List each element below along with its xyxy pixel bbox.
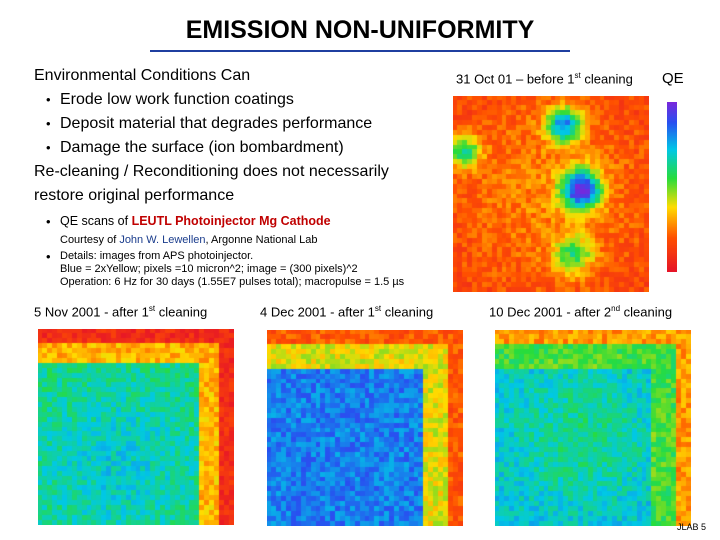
courtesy-suffix: , Argonne National Lab — [205, 234, 318, 246]
oct-caption: 31 Oct 01 – before 1st cleaning — [456, 71, 633, 87]
recleaning-line-2: restore original performance — [34, 187, 235, 204]
nov-qe-scan-image — [38, 329, 234, 525]
courtesy-name: John W. Lewellen — [119, 234, 206, 246]
qe-colorbar — [667, 102, 677, 272]
qe-scans-prefix: QE scans of — [60, 214, 132, 228]
bullet-item: Deposit material that degrades performan… — [34, 112, 454, 136]
nov-caption: 5 Nov 2001 - after 1st cleaning — [34, 304, 208, 320]
recleaning-line-1: Re-cleaning / Reconditioning does not ne… — [34, 163, 389, 180]
qe-scans-bullet: QE scans of LEUTL Photoinjector Mg Catho… — [34, 214, 480, 229]
bullet-item: Damage the surface (ion bombardment) — [34, 136, 454, 160]
dec10-qe-scan-image — [495, 330, 691, 526]
dec4-caption: 4 Dec 2001 - after 1st cleaning — [260, 304, 434, 320]
bullet-item: Erode low work function coatings — [34, 88, 454, 112]
details-block: Details: images from APS photoinjector. … — [34, 250, 474, 289]
title-underline — [150, 50, 570, 52]
slide-footer: JLAB 5 — [676, 522, 706, 532]
qe-label: QE — [662, 70, 684, 87]
dec4-qe-scan-image — [267, 330, 463, 526]
oct-qe-scan-image — [453, 96, 649, 292]
courtesy-line: Courtesy of John W. Lewellen, Argonne Na… — [60, 234, 480, 247]
qe-scans-highlight: LEUTL Photoinjector Mg Cathode — [131, 214, 331, 228]
dec10-caption: 10 Dec 2001 - after 2nd cleaning — [489, 304, 673, 320]
details-line: Details: images from APS photoinjector. — [34, 250, 474, 263]
slide-title: EMISSION NON-UNIFORMITY — [185, 16, 535, 44]
details-line: Blue = 2xYellow; pixels =10 micron^2; im… — [60, 263, 358, 275]
courtesy-prefix: Courtesy of — [60, 234, 120, 246]
intro-line: Environmental Conditions Can — [34, 67, 251, 84]
details-line: Operation: 6 Hz for 30 days (1.55E7 puls… — [60, 276, 405, 288]
main-text-block: Environmental Conditions Can Erode low w… — [34, 64, 454, 208]
